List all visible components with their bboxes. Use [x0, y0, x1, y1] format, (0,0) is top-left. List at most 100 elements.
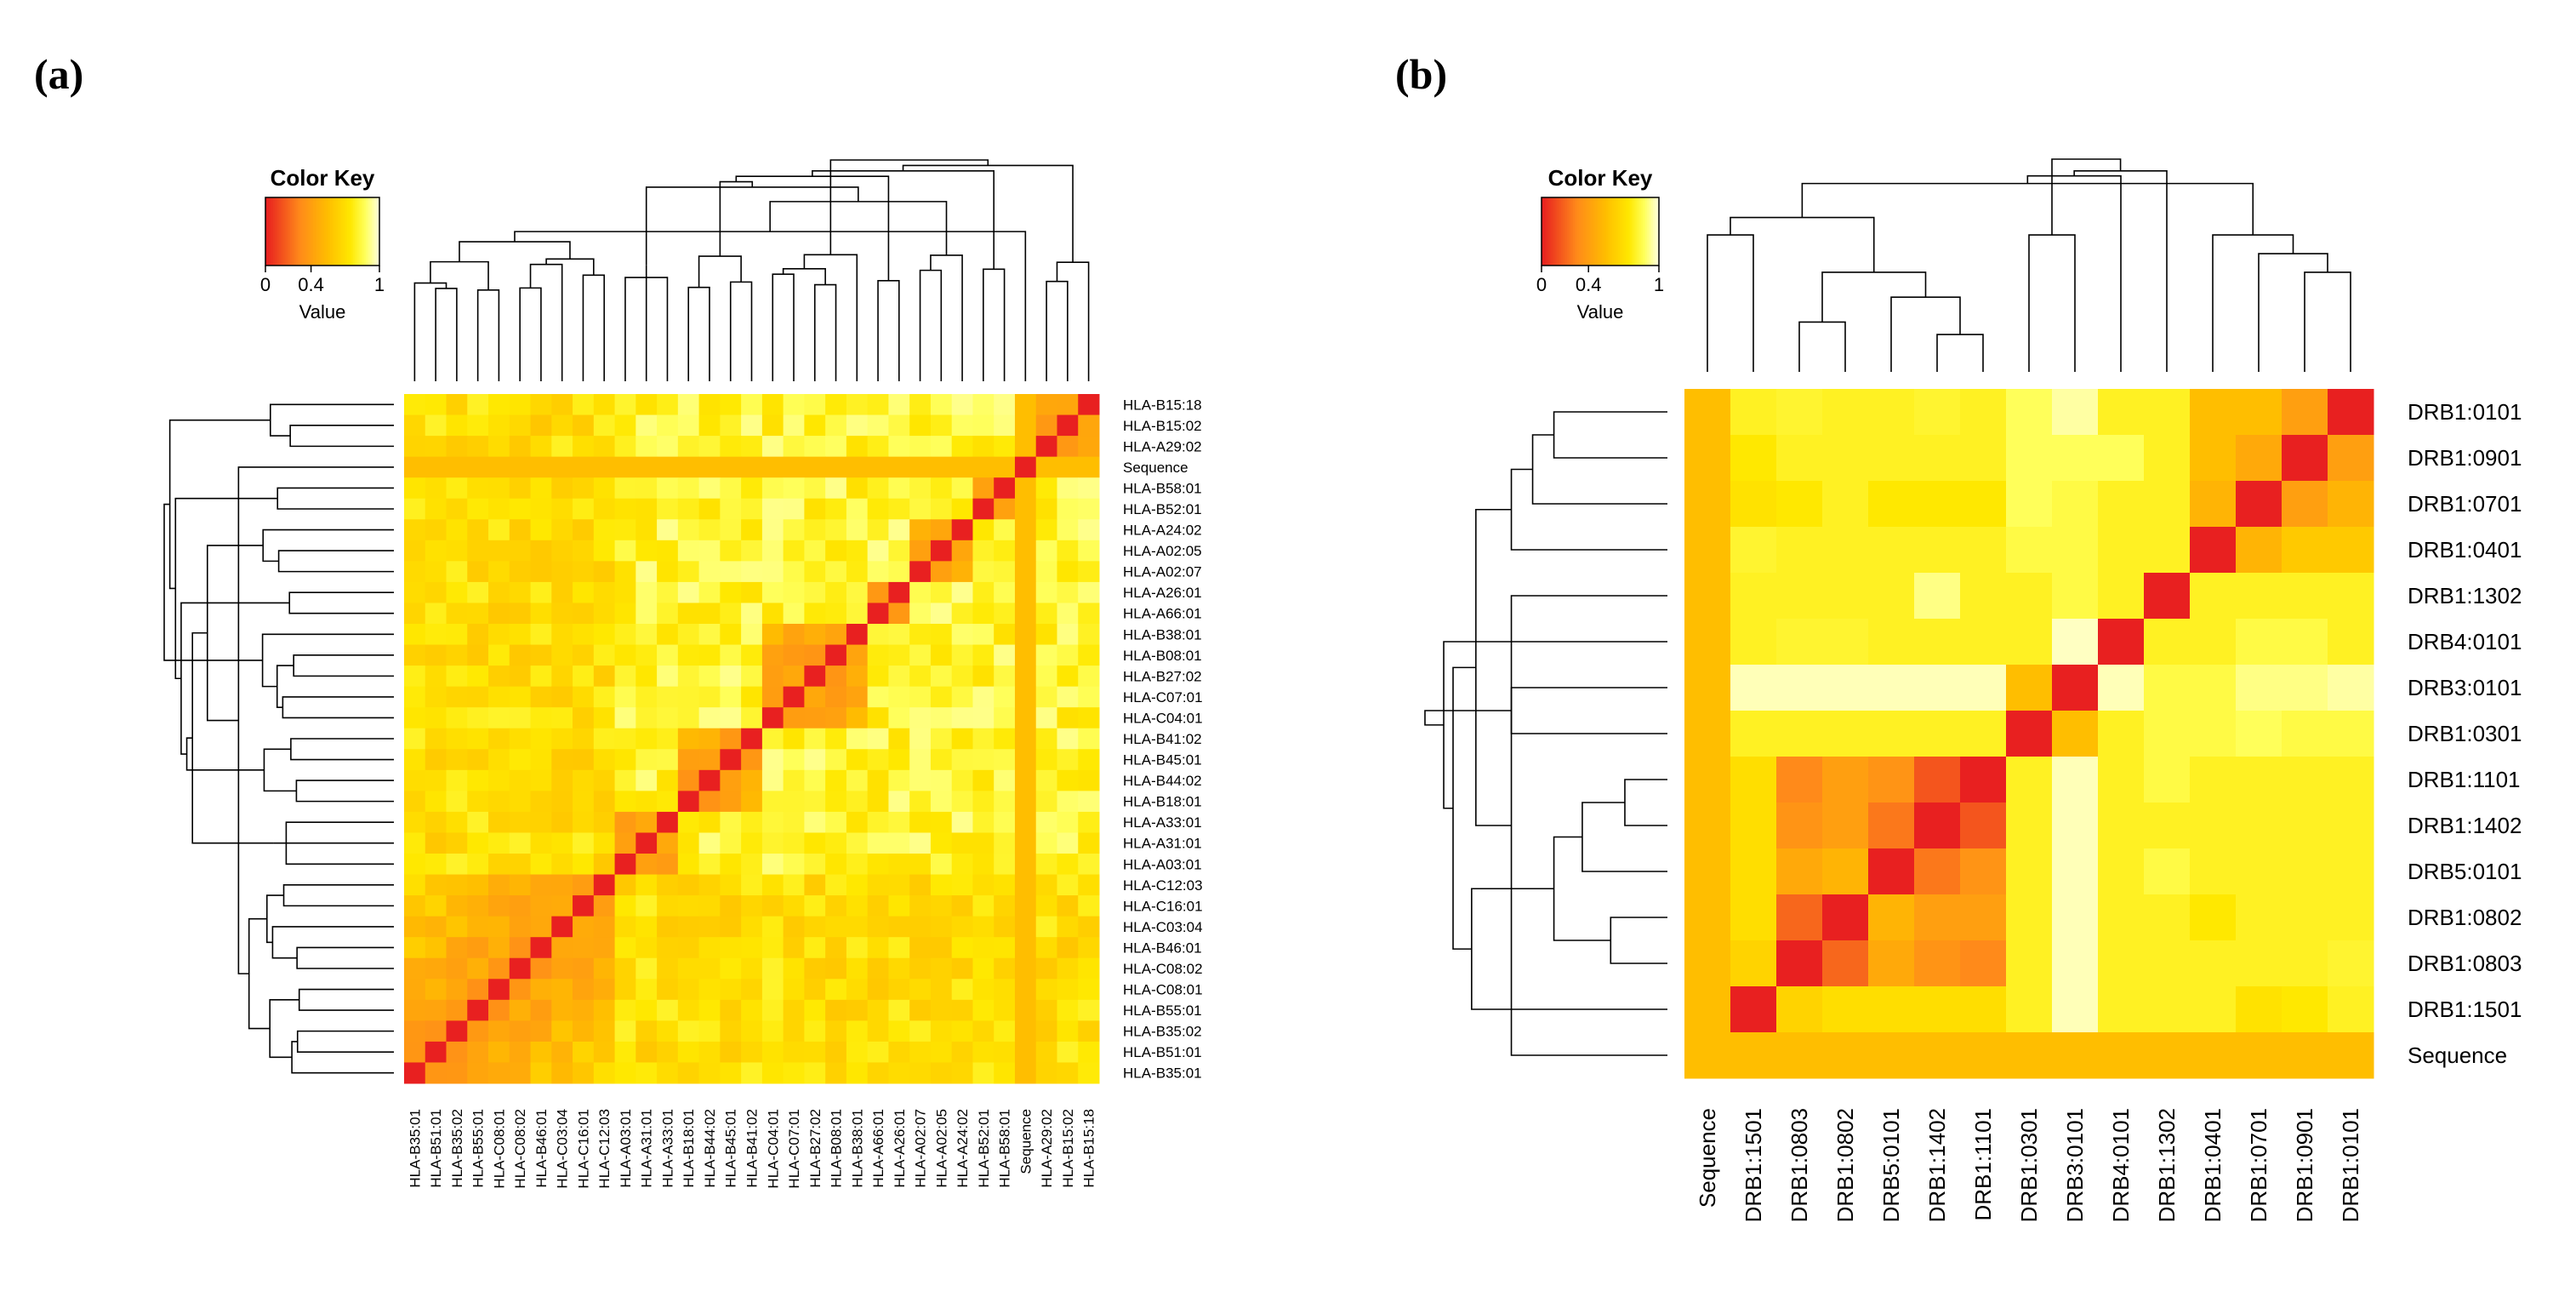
- heatmap-cell: [1868, 1032, 1915, 1079]
- heatmap-cell: [509, 937, 532, 959]
- heatmap-cell: [425, 665, 447, 688]
- color-key-swatch: [1650, 197, 1654, 266]
- heatmap-cell: [425, 519, 447, 541]
- heatmap-cell: [593, 665, 616, 688]
- heatmap-cell: [698, 999, 721, 1021]
- heatmap-cell: [783, 749, 805, 771]
- heatmap-cell: [1960, 527, 2007, 574]
- heatmap-cell: [2190, 573, 2237, 620]
- heatmap-cell: [761, 624, 784, 646]
- row-label: HLA-C16:01: [1123, 898, 1203, 914]
- heatmap-cell: [951, 498, 973, 520]
- heatmap-cell: [1822, 711, 1869, 757]
- heatmap-cell: [530, 707, 552, 729]
- heatmap-cell: [1057, 707, 1079, 729]
- heatmap-cell: [994, 769, 1016, 791]
- heatmap-cell: [657, 519, 679, 541]
- row-label: HLA-B58:01: [1123, 480, 1202, 496]
- row-label: HLA-B45:01: [1123, 752, 1202, 768]
- heatmap-cell: [404, 895, 426, 917]
- heatmap-cell: [530, 519, 552, 541]
- color-key-swatch: [1543, 197, 1547, 266]
- heatmap-cell: [635, 414, 658, 437]
- heatmap-cell: [2052, 757, 2099, 803]
- heatmap-cell: [1776, 527, 1823, 574]
- dendrogram-branch: [163, 503, 263, 661]
- heatmap-cell: [614, 832, 636, 854]
- heatmap-cell: [783, 498, 805, 520]
- heatmap-cell: [467, 665, 489, 688]
- heatmap-cell: [1035, 477, 1057, 500]
- heatmap-cell: [677, 769, 700, 791]
- heatmap-cell: [2328, 389, 2374, 436]
- heatmap-cell: [867, 769, 889, 791]
- heatmap-cell: [488, 769, 510, 791]
- heatmap-cell: [488, 937, 510, 959]
- row-label: DRB1:0802: [2408, 905, 2522, 930]
- heatmap-cell: [1776, 986, 1823, 1033]
- heatmap-cell: [1014, 498, 1037, 520]
- heatmap-cell: [677, 854, 700, 876]
- heatmap-cell: [846, 999, 869, 1021]
- color-key-swatch: [284, 197, 288, 266]
- heatmap-cell: [446, 665, 468, 688]
- heatmap-cell: [467, 603, 489, 625]
- heatmap-cell: [741, 769, 763, 791]
- heatmap-cell: [909, 854, 932, 876]
- heatmap-cell: [446, 498, 468, 520]
- heatmap-cell: [657, 999, 679, 1021]
- heatmap-cell: [467, 728, 489, 750]
- heatmap-cell: [404, 1041, 426, 1063]
- heatmap-cell: [573, 769, 595, 791]
- column-label: HLA-C08:02: [512, 1109, 528, 1189]
- heatmap-cell: [1014, 728, 1037, 750]
- heatmap-cell: [698, 1020, 721, 1043]
- heatmap-cell: [846, 854, 869, 876]
- heatmap-cell: [761, 1020, 784, 1043]
- heatmap-cell: [741, 456, 763, 478]
- heatmap-cell: [2190, 389, 2237, 436]
- heatmap-cell: [994, 414, 1016, 437]
- heatmap-cell: [1078, 749, 1100, 771]
- heatmap-cell: [2236, 619, 2282, 665]
- heatmap-cell: [530, 624, 552, 646]
- heatmap-cell: [951, 581, 973, 603]
- heatmap-cell: [1684, 986, 1731, 1033]
- dendrogram-branch: [1730, 216, 1875, 272]
- heatmap-cell: [2144, 711, 2191, 757]
- color-key-swatch: [303, 197, 306, 266]
- heatmap-cell: [1014, 686, 1037, 708]
- heatmap-cell: [530, 1041, 552, 1063]
- heatmap-cell: [825, 1062, 847, 1084]
- heatmap-cell: [741, 414, 763, 437]
- heatmap-cell: [657, 686, 679, 708]
- heatmap-cell: [404, 665, 426, 688]
- heatmap-cell: [2144, 665, 2191, 711]
- color-key-tick-label: 0.4: [1576, 274, 1602, 295]
- heatmap-cell: [488, 436, 510, 458]
- heatmap-cell: [720, 477, 742, 500]
- heatmap-cell: [1960, 940, 2007, 987]
- heatmap-cell: [614, 498, 636, 520]
- dendrogram-branch: [269, 999, 299, 1059]
- heatmap-cell: [888, 540, 910, 562]
- heatmap-cell: [1914, 894, 1961, 941]
- heatmap-cell: [1078, 519, 1100, 541]
- dendrogram-branch: [276, 665, 294, 708]
- heatmap-cell: [404, 394, 426, 416]
- heatmap-cell: [972, 1062, 994, 1084]
- heatmap-cell: [867, 665, 889, 688]
- heatmap-cell: [909, 519, 932, 541]
- column-label: HLA-C03:04: [555, 1109, 571, 1189]
- heatmap-cell: [593, 916, 616, 938]
- heatmap-cell: [677, 874, 700, 896]
- color-key-swatch: [294, 197, 297, 266]
- heatmap-cell: [909, 957, 932, 980]
- heatmap-cell: [446, 1062, 468, 1084]
- heatmap-cell: [1057, 937, 1079, 959]
- color-key-swatch: [1600, 197, 1603, 266]
- heatmap-cell: [888, 749, 910, 771]
- heatmap-cell: [1014, 1020, 1037, 1043]
- heatmap-cell: [783, 1020, 805, 1043]
